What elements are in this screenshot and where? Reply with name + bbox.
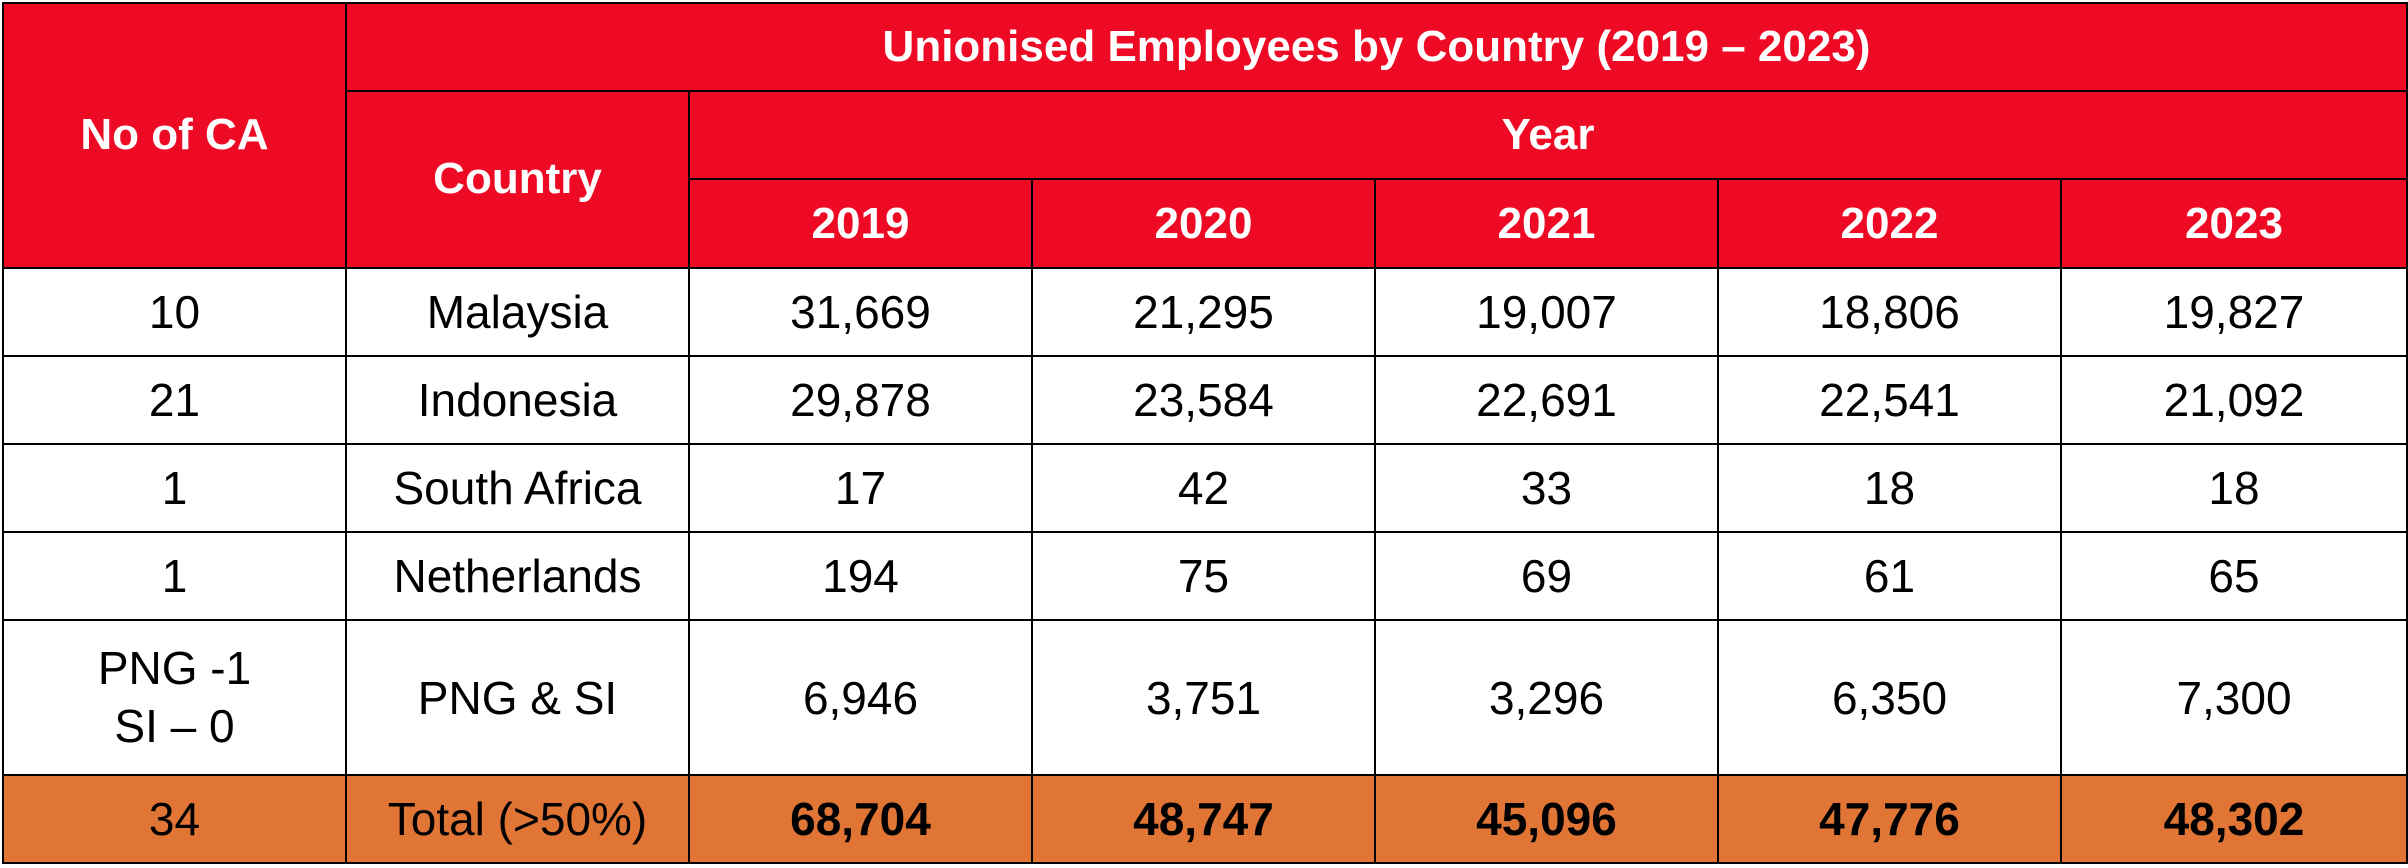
total-label: Total (>50%) <box>345 773 690 865</box>
total-ca-cell: 34 <box>2 773 347 865</box>
value-cell: 18 <box>2060 443 2408 534</box>
value-cell: 33 <box>1374 443 1719 534</box>
value-cell: 6,946 <box>688 619 1033 776</box>
ca-line-si: SI – 0 <box>114 699 235 752</box>
country-cell: PNG & SI <box>345 619 690 776</box>
value-cell: 31,669 <box>688 266 1033 357</box>
ca-cell: 21 <box>2 354 347 446</box>
year-2021-header: 2021 <box>1374 178 1719 269</box>
table-row-netherlands: 1 Netherlands 194 75 69 61 65 <box>2 531 2408 622</box>
ca-cell: PNG -1 SI – 0 <box>2 619 347 776</box>
year-2020-header: 2020 <box>1031 178 1376 269</box>
total-value-cell: 47,776 <box>1717 773 2062 865</box>
country-cell: South Africa <box>345 443 690 534</box>
country-cell: Indonesia <box>345 354 690 446</box>
total-value-cell: 45,096 <box>1374 773 1719 865</box>
total-row: 34 Total (>50%) 68,704 48,747 45,096 47,… <box>2 773 2408 865</box>
header-row-years: 2019 2020 2021 2022 2023 <box>3 178 2408 269</box>
value-cell: 21,295 <box>1031 266 1376 357</box>
table-title: Unionised Employees by Country (2019 – 2… <box>345 1 2408 93</box>
header-row-title: No of CA Unionised Employees by Country … <box>2 1 2408 269</box>
value-cell: 42 <box>1031 443 1376 534</box>
table-row-malaysia: 10 Malaysia 31,669 21,295 19,007 18,806 … <box>2 266 2408 357</box>
value-cell: 17 <box>688 443 1033 534</box>
value-cell: 23,584 <box>1031 354 1376 446</box>
value-cell: 22,541 <box>1717 354 2062 446</box>
year-2022-header: 2022 <box>1717 178 2062 269</box>
value-cell: 18 <box>1717 443 2062 534</box>
value-cell: 194 <box>688 531 1033 622</box>
value-cell: 3,751 <box>1031 619 1376 776</box>
table-row-indonesia: 21 Indonesia 29,878 23,584 22,691 22,541… <box>2 354 2408 446</box>
ca-cell: 10 <box>2 266 347 357</box>
year-2019-header: 2019 <box>688 178 1033 269</box>
value-cell: 75 <box>1031 531 1376 622</box>
country-cell: Malaysia <box>345 266 690 357</box>
value-cell: 3,296 <box>1374 619 1719 776</box>
ca-cell: 1 <box>2 531 347 622</box>
value-cell: 65 <box>2060 531 2408 622</box>
table-row-png-si: PNG -1 SI – 0 PNG & SI 6,946 3,751 3,296… <box>2 619 2408 776</box>
total-value-cell: 48,747 <box>1031 773 1376 865</box>
value-cell: 7,300 <box>2060 619 2408 776</box>
total-value-cell: 68,704 <box>688 773 1033 865</box>
value-cell: 29,878 <box>688 354 1033 446</box>
country-header: Country <box>345 90 690 269</box>
table-row-south-africa: 1 South Africa 17 42 33 18 18 <box>2 443 2408 534</box>
no-of-ca-header: No of CA <box>2 2 347 269</box>
value-cell: 6,350 <box>1717 619 2062 776</box>
ca-cell: 1 <box>2 443 347 534</box>
year-header: Year <box>688 90 2408 181</box>
value-cell: 19,007 <box>1374 266 1719 357</box>
value-cell: 21,092 <box>2060 354 2408 446</box>
country-cell: Netherlands <box>345 531 690 622</box>
ca-line-png: PNG -1 <box>97 642 252 695</box>
value-cell: 22,691 <box>1374 354 1719 446</box>
year-2023-header: 2023 <box>2060 178 2408 269</box>
value-cell: 61 <box>1717 531 2062 622</box>
value-cell: 69 <box>1374 531 1719 622</box>
value-cell: 18,806 <box>1717 266 2062 357</box>
value-cell: 19,827 <box>2060 266 2408 357</box>
total-value-cell: 48,302 <box>2060 773 2408 865</box>
header-row-year: Country Year <box>3 90 2408 269</box>
